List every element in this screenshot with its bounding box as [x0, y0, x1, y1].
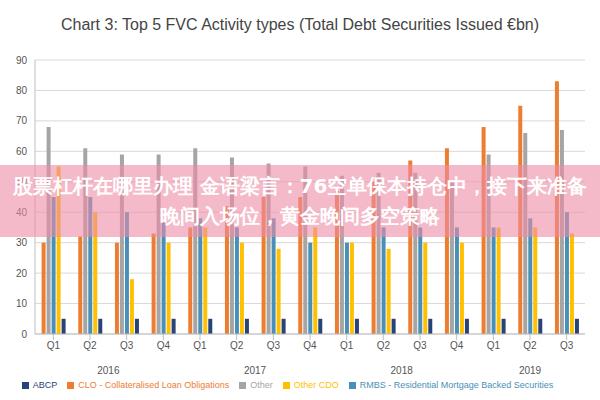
svg-text:2019: 2019 — [519, 365, 542, 376]
svg-text:10: 10 — [16, 298, 28, 309]
svg-text:Q2: Q2 — [230, 340, 244, 351]
html-text:股票杠杆在哪里办理 金语梁言：76空单保本持仓中，接下来准备: 股票杠杆在哪里办理 金语梁言：76空单保本持仓中，接下来准备晚间入场位，黄金晚间… — [12, 174, 588, 228]
svg-text:60: 60 — [16, 146, 28, 157]
svg-text:Q1: Q1 — [193, 340, 207, 351]
svg-text:Q1: Q1 — [487, 340, 501, 351]
svg-text:Q1: Q1 — [340, 340, 354, 351]
svg-text:20: 20 — [16, 268, 28, 279]
svg-text:Q3: Q3 — [267, 340, 281, 351]
svg-text:Q4: Q4 — [157, 340, 171, 351]
html-text:CLO - Collateralised Loan Obli: CLO - Collateralised Loan Obligations — [78, 380, 230, 390]
svg-text:70: 70 — [16, 115, 28, 126]
svg-text:Q4: Q4 — [450, 340, 464, 351]
html-text:ABCP: ABCP — [32, 380, 58, 390]
svg-text:2018: 2018 — [391, 365, 414, 376]
svg-text:Q3: Q3 — [560, 340, 574, 351]
svg-text:Q3: Q3 — [120, 340, 134, 351]
svg-text:Q2: Q2 — [523, 340, 537, 351]
svg-text:80: 80 — [16, 85, 28, 96]
svg-text:2017: 2017 — [244, 365, 267, 376]
html-text:Other: Other — [250, 380, 273, 390]
svg-text:0: 0 — [21, 329, 27, 340]
svg-text:Q4: Q4 — [303, 340, 317, 351]
svg-text:Q2: Q2 — [377, 340, 391, 351]
svg-text:Q3: Q3 — [413, 340, 427, 351]
html-text:Chart 3: Top 5 FVC Activity ty: Chart 3: Top 5 FVC Activity types (Total… — [60, 16, 540, 33]
svg-text:Q2: Q2 — [83, 340, 97, 351]
svg-text:90: 90 — [16, 55, 28, 66]
svg-text:Q1: Q1 — [47, 340, 61, 351]
svg-text:2016: 2016 — [97, 365, 120, 376]
svg-text:30: 30 — [16, 237, 28, 248]
html-text:Other CDO: Other CDO — [293, 380, 339, 390]
html-text:RMBS - Residential Mortgage Ba: RMBS - Residential Mortgage Backed Secur… — [359, 380, 554, 390]
